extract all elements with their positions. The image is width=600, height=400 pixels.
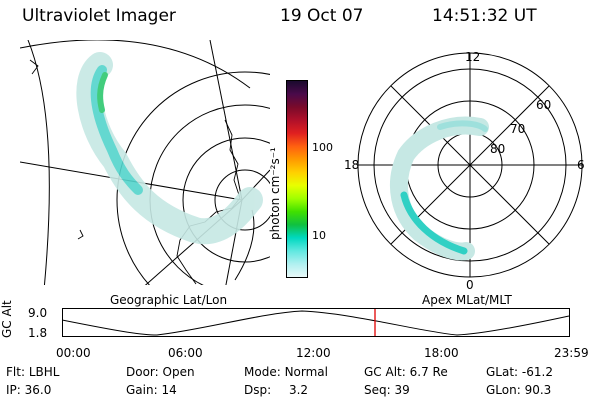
image-date: 19 Oct 07 — [280, 6, 364, 26]
polar-label-60: 60 — [536, 98, 551, 112]
image-time: 14:51:32 UT — [432, 6, 537, 26]
geo-aurora-core — [90, 65, 143, 195]
status-glat-label: GLat: — [486, 365, 519, 379]
map-limb-arc — [27, 40, 50, 285]
map-coastline — [77, 229, 84, 240]
status-flt-label: Flt: — [6, 365, 25, 379]
timeline-x-tick-1800: 18:00 — [424, 346, 459, 360]
status-mode-value: Normal — [284, 365, 328, 379]
colorbar-tick-10: 10 — [312, 229, 326, 242]
status-seq: Seq: 39 — [364, 383, 410, 397]
status-gain-value: 14 — [161, 383, 177, 397]
status-gain: Gain: 14 — [126, 383, 177, 397]
timeline-x-tick-2359: 23:59 — [554, 346, 589, 360]
status-glon-label: GLon: — [486, 383, 521, 397]
status-glon: GLon: 90.3 — [486, 383, 551, 397]
polar-label-6: 6 — [577, 158, 585, 172]
timeline-y-tick-high: 9.0 — [28, 306, 48, 320]
status-seq-label: Seq: — [364, 383, 391, 397]
image-title: Ultraviolet Imager — [22, 6, 176, 26]
timeline-altitude-plot — [62, 308, 570, 337]
geographic-map-panel — [20, 40, 270, 285]
polar-label-80: 80 — [490, 142, 505, 156]
status-glat-value: -61.2 — [521, 365, 553, 379]
status-ip-label: IP: — [6, 383, 21, 397]
status-seq-value: 39 — [394, 383, 410, 397]
status-dsp-value: 3.2 — [288, 383, 309, 397]
polar-label-70: 70 — [510, 122, 525, 136]
map-lat-circle — [116, 71, 270, 285]
timeline-frame — [62, 308, 570, 337]
status-glat: GLat: -61.2 — [486, 365, 553, 379]
colorbar-gradient — [287, 81, 307, 277]
geographic-panel-label: Geographic Lat/Lon — [110, 293, 228, 307]
status-ip-value: 36.0 — [24, 383, 52, 397]
colorbar-tick-100: 100 — [312, 141, 333, 154]
geo-aurora-emission — [76, 52, 263, 245]
polar-aurora-emission — [390, 116, 489, 261]
colorbar — [286, 80, 308, 278]
status-dsp-label: Dsp: — [244, 383, 272, 397]
map-coastline — [29, 59, 39, 75]
map-lat-circle — [182, 137, 270, 263]
status-gc-alt: GC Alt: 6.7 Re — [364, 365, 448, 379]
status-mode-label: Mode: — [244, 365, 281, 379]
polar-aurora-band — [390, 116, 489, 261]
status-door-label: Door: — [126, 365, 159, 379]
colorbar-unit-label: photon cm⁻²s⁻¹ — [268, 147, 282, 240]
timeline-y-tick-low: 1.8 — [28, 326, 48, 340]
timeline-x-tick-0000: 00:00 — [56, 346, 91, 360]
status-mode: Mode: Normal — [244, 365, 328, 379]
status-door: Door: Open — [126, 365, 195, 379]
status-dsp: Dsp: 3.2 — [244, 383, 308, 397]
status-door-value: Open — [162, 365, 195, 379]
polar-aurora-core — [400, 191, 468, 255]
apex-panel-label: Apex MLat/MLT — [422, 293, 512, 307]
polar-label-18: 18 — [344, 158, 359, 172]
polar-label-12: 12 — [465, 50, 480, 64]
polar-label-0: 0 — [466, 278, 474, 290]
polar-mlat-mlt-plot: 12 60 70 80 18 6 0 — [344, 50, 585, 290]
timeline-altitude-curve — [62, 310, 570, 336]
status-gain-label: Gain: — [126, 383, 158, 397]
status-ip: IP: 36.0 — [6, 383, 51, 397]
status-glon-value: 90.3 — [524, 383, 552, 397]
status-flt: Flt: LBHL — [6, 365, 59, 379]
geo-aurora-peak — [97, 72, 108, 113]
timeline-x-tick-0600: 06:00 — [168, 346, 203, 360]
status-gc-alt-label: GC Alt: — [364, 365, 406, 379]
map-meridian — [209, 40, 243, 201]
status-flt-value: LBHL — [28, 365, 60, 379]
status-gc-alt-value: 6.7 Re — [409, 365, 448, 379]
map-limb-arc — [20, 40, 251, 89]
timeline-x-tick-1200: 12:00 — [296, 346, 331, 360]
polar-aurora-arc-top — [437, 120, 488, 132]
map-lat-circle — [214, 169, 270, 231]
timeline-y-label: GC Alt — [0, 300, 14, 338]
